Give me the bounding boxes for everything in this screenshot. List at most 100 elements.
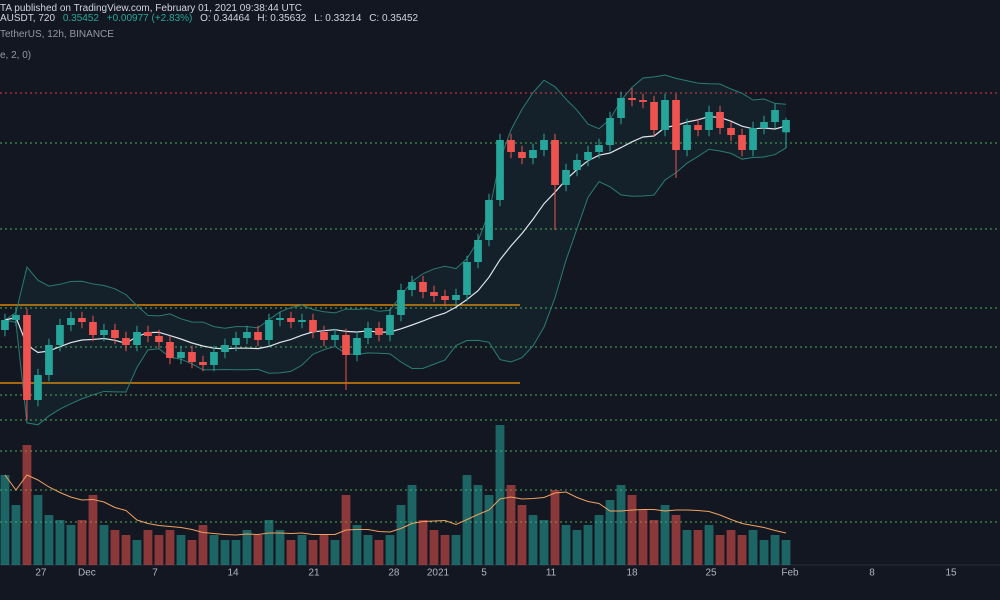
volume-bar (319, 535, 329, 565)
volume-bar (121, 535, 131, 565)
volume-bar (187, 540, 197, 565)
candle-body (628, 98, 636, 100)
candle-body (375, 328, 383, 335)
time-axis (0, 565, 1000, 600)
volume-bar (330, 540, 340, 565)
candle-body (485, 200, 493, 240)
candle-body (320, 332, 328, 340)
candle-body (232, 338, 240, 345)
x-tick-label: 8 (869, 568, 875, 579)
candle-body (386, 315, 394, 335)
volume-bar (88, 495, 98, 565)
bollinger-upper (4, 74, 787, 329)
volume-bar (110, 530, 120, 565)
volume-bar (407, 485, 417, 565)
candle-body (23, 315, 31, 400)
candle-body (463, 262, 471, 295)
volume-bar (737, 535, 747, 565)
candle-body (419, 282, 427, 292)
candle-body (738, 135, 746, 150)
candle-body (529, 150, 537, 158)
x-tick-label: 27 (35, 568, 47, 579)
volume-bar (704, 525, 714, 565)
volume-bar (275, 530, 285, 565)
symbol: AUSDT, 720 (0, 13, 56, 24)
x-tick-label: 21 (308, 568, 320, 579)
volume-bar (638, 510, 648, 565)
indicator-line: e, 2, 0) (0, 50, 36, 61)
candle-body (441, 296, 449, 300)
candle-body (617, 98, 625, 118)
candle-body (584, 152, 592, 160)
candle-body (650, 102, 658, 130)
volume-bar (0, 475, 10, 565)
volume-bar (242, 530, 252, 565)
volume-bar (66, 525, 76, 565)
volume-bar (33, 495, 43, 565)
volume-bar (429, 530, 439, 565)
candle-body (694, 125, 702, 130)
candle-body (430, 292, 438, 296)
candle-body (210, 352, 218, 365)
low: L: 0.33214 (314, 13, 362, 24)
candle-body (166, 342, 174, 358)
candle-body (760, 122, 768, 128)
volume-bar (506, 485, 516, 565)
volume-bar (759, 540, 769, 565)
volume-bar (770, 535, 780, 565)
symbol-line: AUSDT, 720 0.35452 +0.00977 (+2.83%) O: … (0, 13, 423, 24)
candle-body (507, 140, 515, 152)
candle-body (1, 320, 9, 330)
volume-bar (517, 505, 527, 565)
x-tick-label: 15 (945, 568, 957, 579)
volume-bar (286, 540, 296, 565)
x-tick-label: 7 (152, 568, 158, 579)
candle-body (276, 318, 284, 320)
volume-bar (528, 515, 538, 565)
candle-body (397, 290, 405, 315)
volume-bar (209, 535, 219, 565)
candle-body (111, 330, 119, 338)
candle-body (56, 325, 64, 345)
volume-bar (440, 535, 450, 565)
candle-body (309, 320, 317, 332)
x-tick-label: 18 (626, 568, 638, 579)
candle-body (727, 128, 735, 135)
candle-body (749, 128, 757, 150)
candle-body (89, 322, 97, 335)
candle-body (298, 320, 306, 322)
x-tick-label: 11 (546, 568, 557, 579)
candle-body (133, 332, 141, 345)
volume-bar (297, 535, 307, 565)
volume-bar (451, 535, 461, 565)
candle-body (144, 332, 152, 336)
volume-bar (671, 515, 681, 565)
x-tick-label: 2021 (427, 568, 450, 579)
volume-bar (473, 485, 483, 565)
volume-bar (649, 520, 659, 565)
candle-body (353, 338, 361, 355)
volume-bar (660, 505, 670, 565)
volume-bar (616, 485, 626, 565)
x-tick-label: 14 (227, 568, 239, 579)
open: O: 0.34464 (200, 13, 250, 24)
bollinger-lower (4, 147, 787, 426)
candle-body (716, 112, 724, 128)
candle-body (122, 338, 130, 345)
candle-body (67, 318, 75, 325)
volume-bar (572, 530, 582, 565)
candle-body (254, 332, 262, 340)
volume-bar (594, 515, 604, 565)
candle-body (562, 170, 570, 185)
pair: TetherUS, 12h, BINANCE (0, 29, 114, 40)
x-tick-label: 28 (388, 568, 400, 579)
candle-body (496, 140, 504, 200)
candle-body (331, 335, 339, 340)
candle-body (540, 140, 548, 150)
candle-body (177, 352, 185, 358)
candle-body (551, 140, 559, 185)
candle-body (672, 100, 680, 150)
volume-bar (22, 445, 32, 565)
candle-body (155, 336, 163, 342)
close: C: 0.35452 (369, 13, 419, 24)
